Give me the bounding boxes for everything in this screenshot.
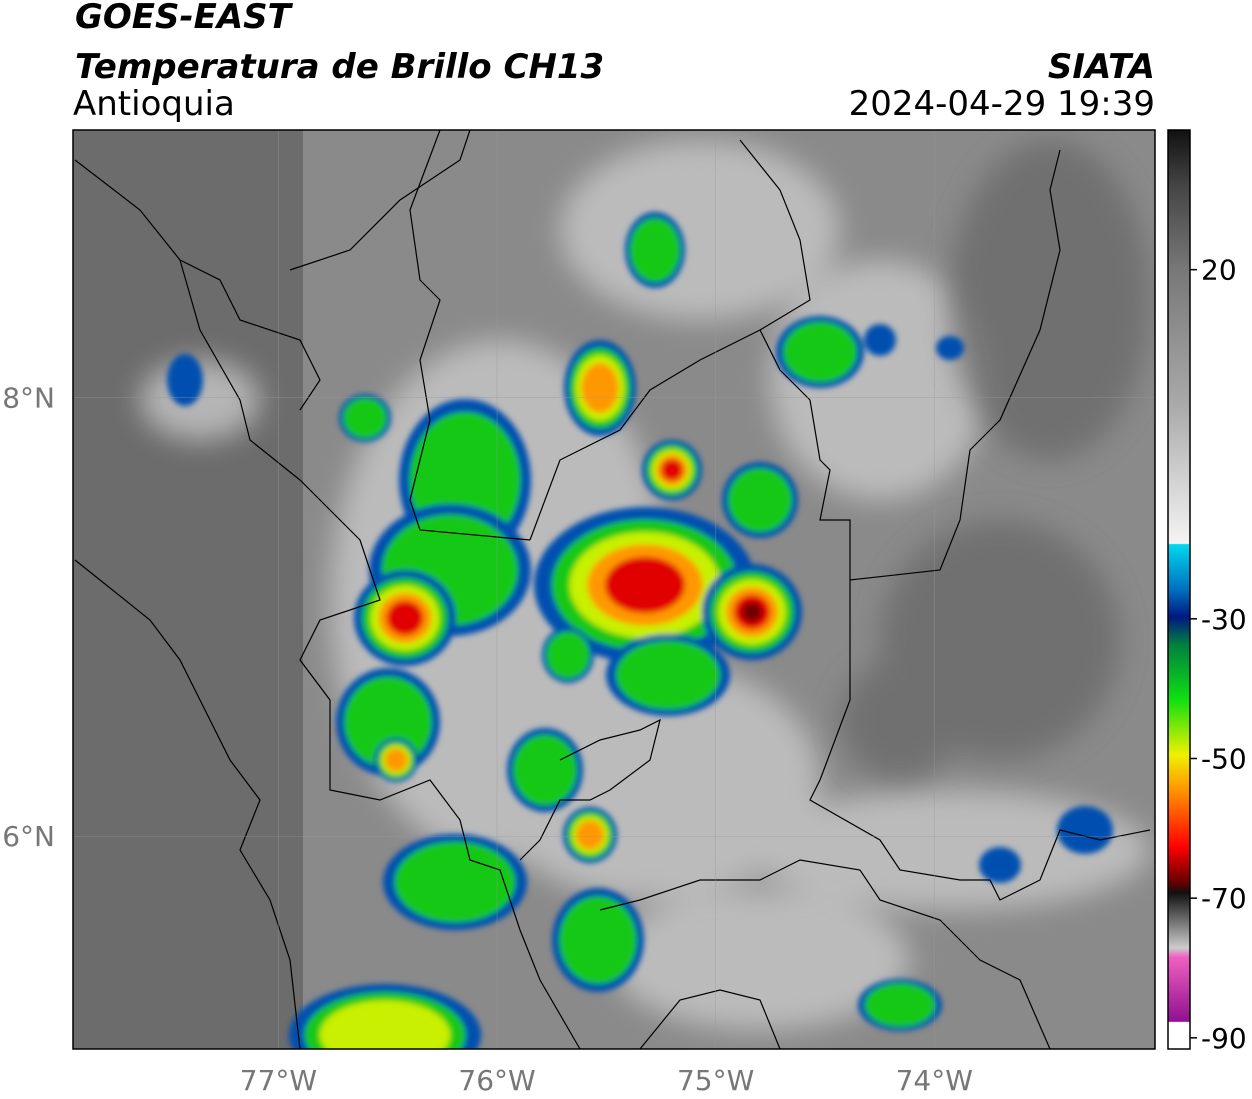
cloud-blob xyxy=(629,218,681,282)
cloud-blob xyxy=(343,397,387,439)
cloud-blob xyxy=(1057,806,1113,854)
title: GOES-EAST xyxy=(75,0,294,37)
cloud-blob xyxy=(513,734,577,806)
subtitle: Temperatura de Brillo CH13 xyxy=(75,47,604,87)
borders xyxy=(74,130,1151,1049)
datetime: 2024-04-29 19:39 xyxy=(849,84,1155,124)
cloud-blob xyxy=(864,983,936,1027)
cloud-blob xyxy=(581,363,619,413)
cloud-blob xyxy=(167,354,203,406)
cloud-blob xyxy=(615,640,721,710)
cloud-blob xyxy=(605,556,685,614)
cloud-blob xyxy=(864,324,896,356)
cloud-blob xyxy=(661,459,683,481)
y-tick-label: 8°N xyxy=(2,382,55,415)
x-tick-label: 74°W xyxy=(896,1064,973,1097)
source: SIATA xyxy=(1048,47,1155,87)
satellite-image xyxy=(73,130,1155,1049)
cloud-blob xyxy=(979,847,1021,883)
cloud-blob xyxy=(559,896,637,984)
cloud-blob xyxy=(386,600,424,636)
colorbar-tick-label: -30 xyxy=(1201,603,1247,636)
x-tick-label: 75°W xyxy=(677,1064,754,1097)
x-tick-label: 77°W xyxy=(240,1064,317,1097)
colorbar-tick-label: -50 xyxy=(1201,742,1247,775)
cloud-blob xyxy=(742,602,762,622)
cloud-blob xyxy=(575,820,605,850)
cloud-blob xyxy=(936,336,964,360)
cloud-blob xyxy=(384,748,408,772)
cloud-blob xyxy=(319,1000,451,1049)
cloud-blob xyxy=(728,468,792,532)
colorbar xyxy=(1167,129,1191,1050)
cloud-blob xyxy=(783,321,857,383)
colorbar-tick-label: 20 xyxy=(1201,254,1237,287)
colorbar-tick-label: -90 xyxy=(1201,1022,1247,1055)
y-tick-label: 6°N xyxy=(2,820,55,853)
cloud-blob xyxy=(394,841,516,923)
cloud-blob xyxy=(546,631,590,679)
map-frame xyxy=(72,129,1156,1050)
region: Antioquia xyxy=(73,84,235,124)
colorbar-tick-label: -70 xyxy=(1201,882,1247,915)
x-tick-label: 76°W xyxy=(458,1064,535,1097)
